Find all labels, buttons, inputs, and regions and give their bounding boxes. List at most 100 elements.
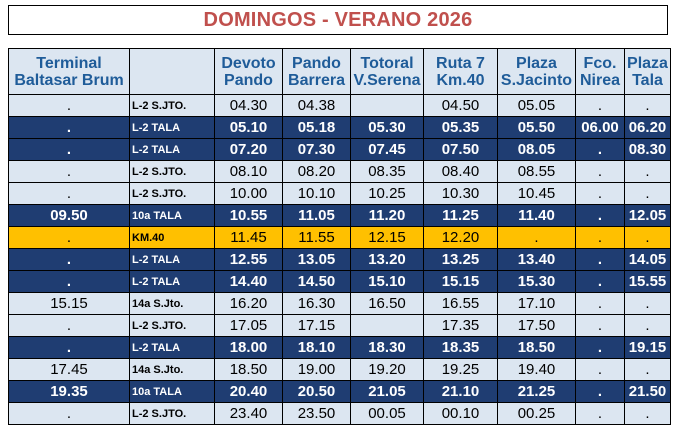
time-cell: 23.40 xyxy=(214,402,283,425)
route-label-cell: L-2 S.JTO. xyxy=(129,182,215,205)
time-cell: 07.30 xyxy=(282,138,351,161)
time-cell: 10.00 xyxy=(214,182,283,205)
time-cell: . xyxy=(575,402,625,425)
time-cell: 11.05 xyxy=(282,204,351,227)
time-cell: 08.30 xyxy=(624,138,671,161)
time-cell: 05.50 xyxy=(497,116,576,139)
route-label-cell: L-2 TALA xyxy=(129,138,215,161)
time-cell: 14.40 xyxy=(214,270,283,293)
table-row: . L-2 S.JTO. 08.10 08.20 08.35 08.40 08.55.. xyxy=(8,160,671,183)
time-cell: 19.25 xyxy=(423,358,498,381)
route-label-cell: KM.40 xyxy=(129,226,215,249)
time-cell: . xyxy=(497,226,576,249)
time-cell: 11.40 xyxy=(497,204,576,227)
time-cell: 04.50 xyxy=(423,94,498,117)
time-cell: 21.05 xyxy=(350,380,424,403)
time-cell: 18.50 xyxy=(214,358,283,381)
route-label-cell: L-2 S.JTO. xyxy=(129,94,215,117)
col-header-terminal: Terminal Baltasar Brum xyxy=(8,48,130,95)
time-cell: 19.20 xyxy=(350,358,424,381)
table-row: 09.50 10a TALA 10.55 11.05 11.20 11.25 11.40. 1… xyxy=(8,204,671,227)
time-cell: 16.30 xyxy=(282,292,351,315)
route-label-cell: L-2 TALA xyxy=(129,270,215,293)
time-cell xyxy=(350,314,424,337)
col-header-totoral: Totoral V.Serena xyxy=(350,48,424,95)
time-cell: . xyxy=(8,270,130,293)
time-cell: . xyxy=(575,380,625,403)
time-cell: 10.10 xyxy=(282,182,351,205)
time-cell: . xyxy=(8,248,130,271)
time-cell: 06.20 xyxy=(624,116,671,139)
time-cell: 05.05 xyxy=(497,94,576,117)
time-cell: 05.35 xyxy=(423,116,498,139)
time-cell: 10.45 xyxy=(497,182,576,205)
time-cell: 04.38 xyxy=(282,94,351,117)
route-label-cell: L-2 TALA xyxy=(129,248,215,271)
time-cell: 07.20 xyxy=(214,138,283,161)
header-row: Terminal Baltasar Brum Devoto Pando Pand… xyxy=(8,48,671,95)
col-header-devoto-pando: Devoto Pando xyxy=(214,48,283,95)
table-row: . L-2 TALA 05.10 05.18 05.30 05.35 05.50 06.00 0… xyxy=(8,116,671,139)
time-cell: . xyxy=(575,138,625,161)
time-cell: 10.30 xyxy=(423,182,498,205)
time-cell: 15.15 xyxy=(423,270,498,293)
time-cell: 09.50 xyxy=(8,204,130,227)
time-cell: 14.50 xyxy=(282,270,351,293)
time-cell: . xyxy=(575,270,625,293)
col-header-ruta7: Ruta 7 Km.40 xyxy=(423,48,498,95)
time-cell: 17.35 xyxy=(423,314,498,337)
time-cell: 15.30 xyxy=(497,270,576,293)
route-label-cell: L-2 S.JTO. xyxy=(129,160,215,183)
table-row: 15.15 14a S.Jto. 16.20 16.30 16.50 16.55 17.10… xyxy=(8,292,671,315)
time-cell: . xyxy=(575,204,625,227)
time-cell: 18.50 xyxy=(497,336,576,359)
time-cell: 16.50 xyxy=(350,292,424,315)
time-cell: . xyxy=(8,336,130,359)
time-cell: 19.00 xyxy=(282,358,351,381)
time-cell: 21.50 xyxy=(624,380,671,403)
time-cell: 10.25 xyxy=(350,182,424,205)
time-cell: 06.00 xyxy=(575,116,625,139)
time-cell: 13.40 xyxy=(497,248,576,271)
time-cell: . xyxy=(8,94,130,117)
schedule-title-box: DOMINGOS - VERANO 2026 xyxy=(8,5,668,35)
route-label-cell: 10a TALA xyxy=(129,204,215,227)
time-cell: 11.20 xyxy=(350,204,424,227)
col-header-line xyxy=(129,48,215,95)
table-row: . L-2 S.JTO. 04.30 04.38 04.50 05.05.. xyxy=(8,94,671,117)
time-cell: 20.50 xyxy=(282,380,351,403)
time-cell: 15.55 xyxy=(624,270,671,293)
time-cell: . xyxy=(575,314,625,337)
time-cell: 13.25 xyxy=(423,248,498,271)
schedule-title: DOMINGOS - VERANO 2026 xyxy=(203,8,473,31)
time-cell: 07.45 xyxy=(350,138,424,161)
col-header-pando-barrera: Pando Barrera xyxy=(282,48,351,95)
time-cell: . xyxy=(575,160,625,183)
time-cell: 21.10 xyxy=(423,380,498,403)
time-cell: . xyxy=(624,182,671,205)
time-cell: 08.10 xyxy=(214,160,283,183)
time-cell: 00.25 xyxy=(497,402,576,425)
time-cell: 21.25 xyxy=(497,380,576,403)
time-cell: 13.05 xyxy=(282,248,351,271)
time-cell: 20.40 xyxy=(214,380,283,403)
time-cell: 15.10 xyxy=(350,270,424,293)
route-label-cell: L-2 TALA xyxy=(129,116,215,139)
time-cell: . xyxy=(624,402,671,425)
time-cell xyxy=(350,94,424,117)
table-row: . L-2 S.JTO. 17.05 17.15 17.35 17.50.. xyxy=(8,314,671,337)
time-cell: 18.00 xyxy=(214,336,283,359)
time-cell: . xyxy=(8,314,130,337)
time-cell: . xyxy=(575,226,625,249)
time-cell: 17.05 xyxy=(214,314,283,337)
time-cell: 05.30 xyxy=(350,116,424,139)
time-cell: 08.55 xyxy=(497,160,576,183)
time-cell: 19.40 xyxy=(497,358,576,381)
table-row: 19.35 10a TALA 20.40 20.50 21.05 21.10 21.25. 2… xyxy=(8,380,671,403)
table-row: . KM.40 11.45 11.55 12.15 12.20... xyxy=(8,226,671,249)
table-row: . L-2 S.JTO. 23.40 23.50 00.05 00.10 00.25.. xyxy=(8,402,671,425)
time-cell: 23.50 xyxy=(282,402,351,425)
time-cell: . xyxy=(624,160,671,183)
time-cell: . xyxy=(624,292,671,315)
time-cell: 12.20 xyxy=(423,226,498,249)
